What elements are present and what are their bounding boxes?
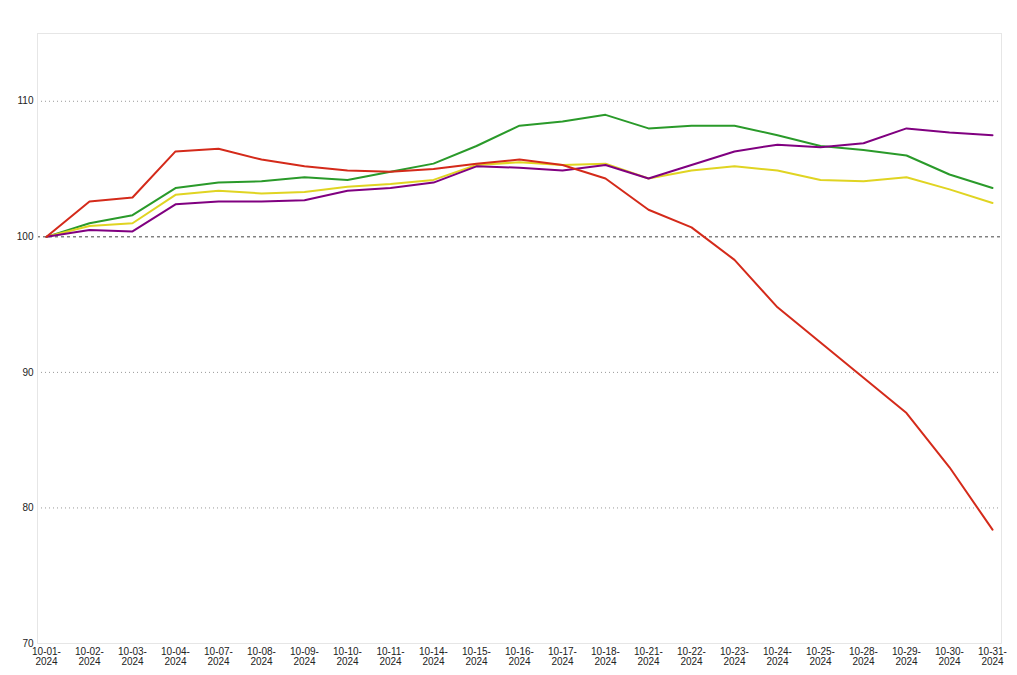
svg-text:10-09-2024: 10-09-2024 <box>290 646 319 667</box>
svg-text:10-02-2024: 10-02-2024 <box>75 646 104 667</box>
svg-text:10-28-2024: 10-28-2024 <box>849 646 878 667</box>
svg-text:10-24-2024: 10-24-2024 <box>763 646 792 667</box>
svg-text:10-18-2024: 10-18-2024 <box>591 646 620 667</box>
svg-text:100: 100 <box>17 231 34 242</box>
svg-text:10-03-2024: 10-03-2024 <box>118 646 147 667</box>
svg-text:10-16-2024: 10-16-2024 <box>505 646 534 667</box>
svg-text:10-07-2024: 10-07-2024 <box>204 646 233 667</box>
svg-text:10-11-2024: 10-11-2024 <box>376 646 404 667</box>
svg-text:10-08-2024: 10-08-2024 <box>247 646 276 667</box>
svg-text:10-15-2024: 10-15-2024 <box>462 646 491 667</box>
svg-text:10-22-2024: 10-22-2024 <box>677 646 706 667</box>
svg-text:70: 70 <box>22 637 34 649</box>
svg-text:10-31-2024: 10-31-2024 <box>978 646 1007 667</box>
svg-text:10-29-2024: 10-29-2024 <box>892 646 921 667</box>
svg-text:10-21-2024: 10-21-2024 <box>634 646 663 667</box>
svg-text:10-01-2024: 10-01-2024 <box>32 646 61 667</box>
svg-text:10-10-2024: 10-10-2024 <box>333 646 362 667</box>
svg-text:10-25-2024: 10-25-2024 <box>806 646 835 667</box>
svg-text:80: 80 <box>22 502 34 513</box>
svg-text:10-17-2024: 10-17-2024 <box>548 646 577 667</box>
svg-text:10-14-2024: 10-14-2024 <box>419 646 448 667</box>
svg-text:90: 90 <box>22 367 34 378</box>
svg-text:10-04-2024: 10-04-2024 <box>161 646 190 667</box>
svg-text:10-30-2024: 10-30-2024 <box>935 646 964 667</box>
svg-text:10-23-2024: 10-23-2024 <box>720 646 749 667</box>
svg-text:110: 110 <box>18 95 34 106</box>
